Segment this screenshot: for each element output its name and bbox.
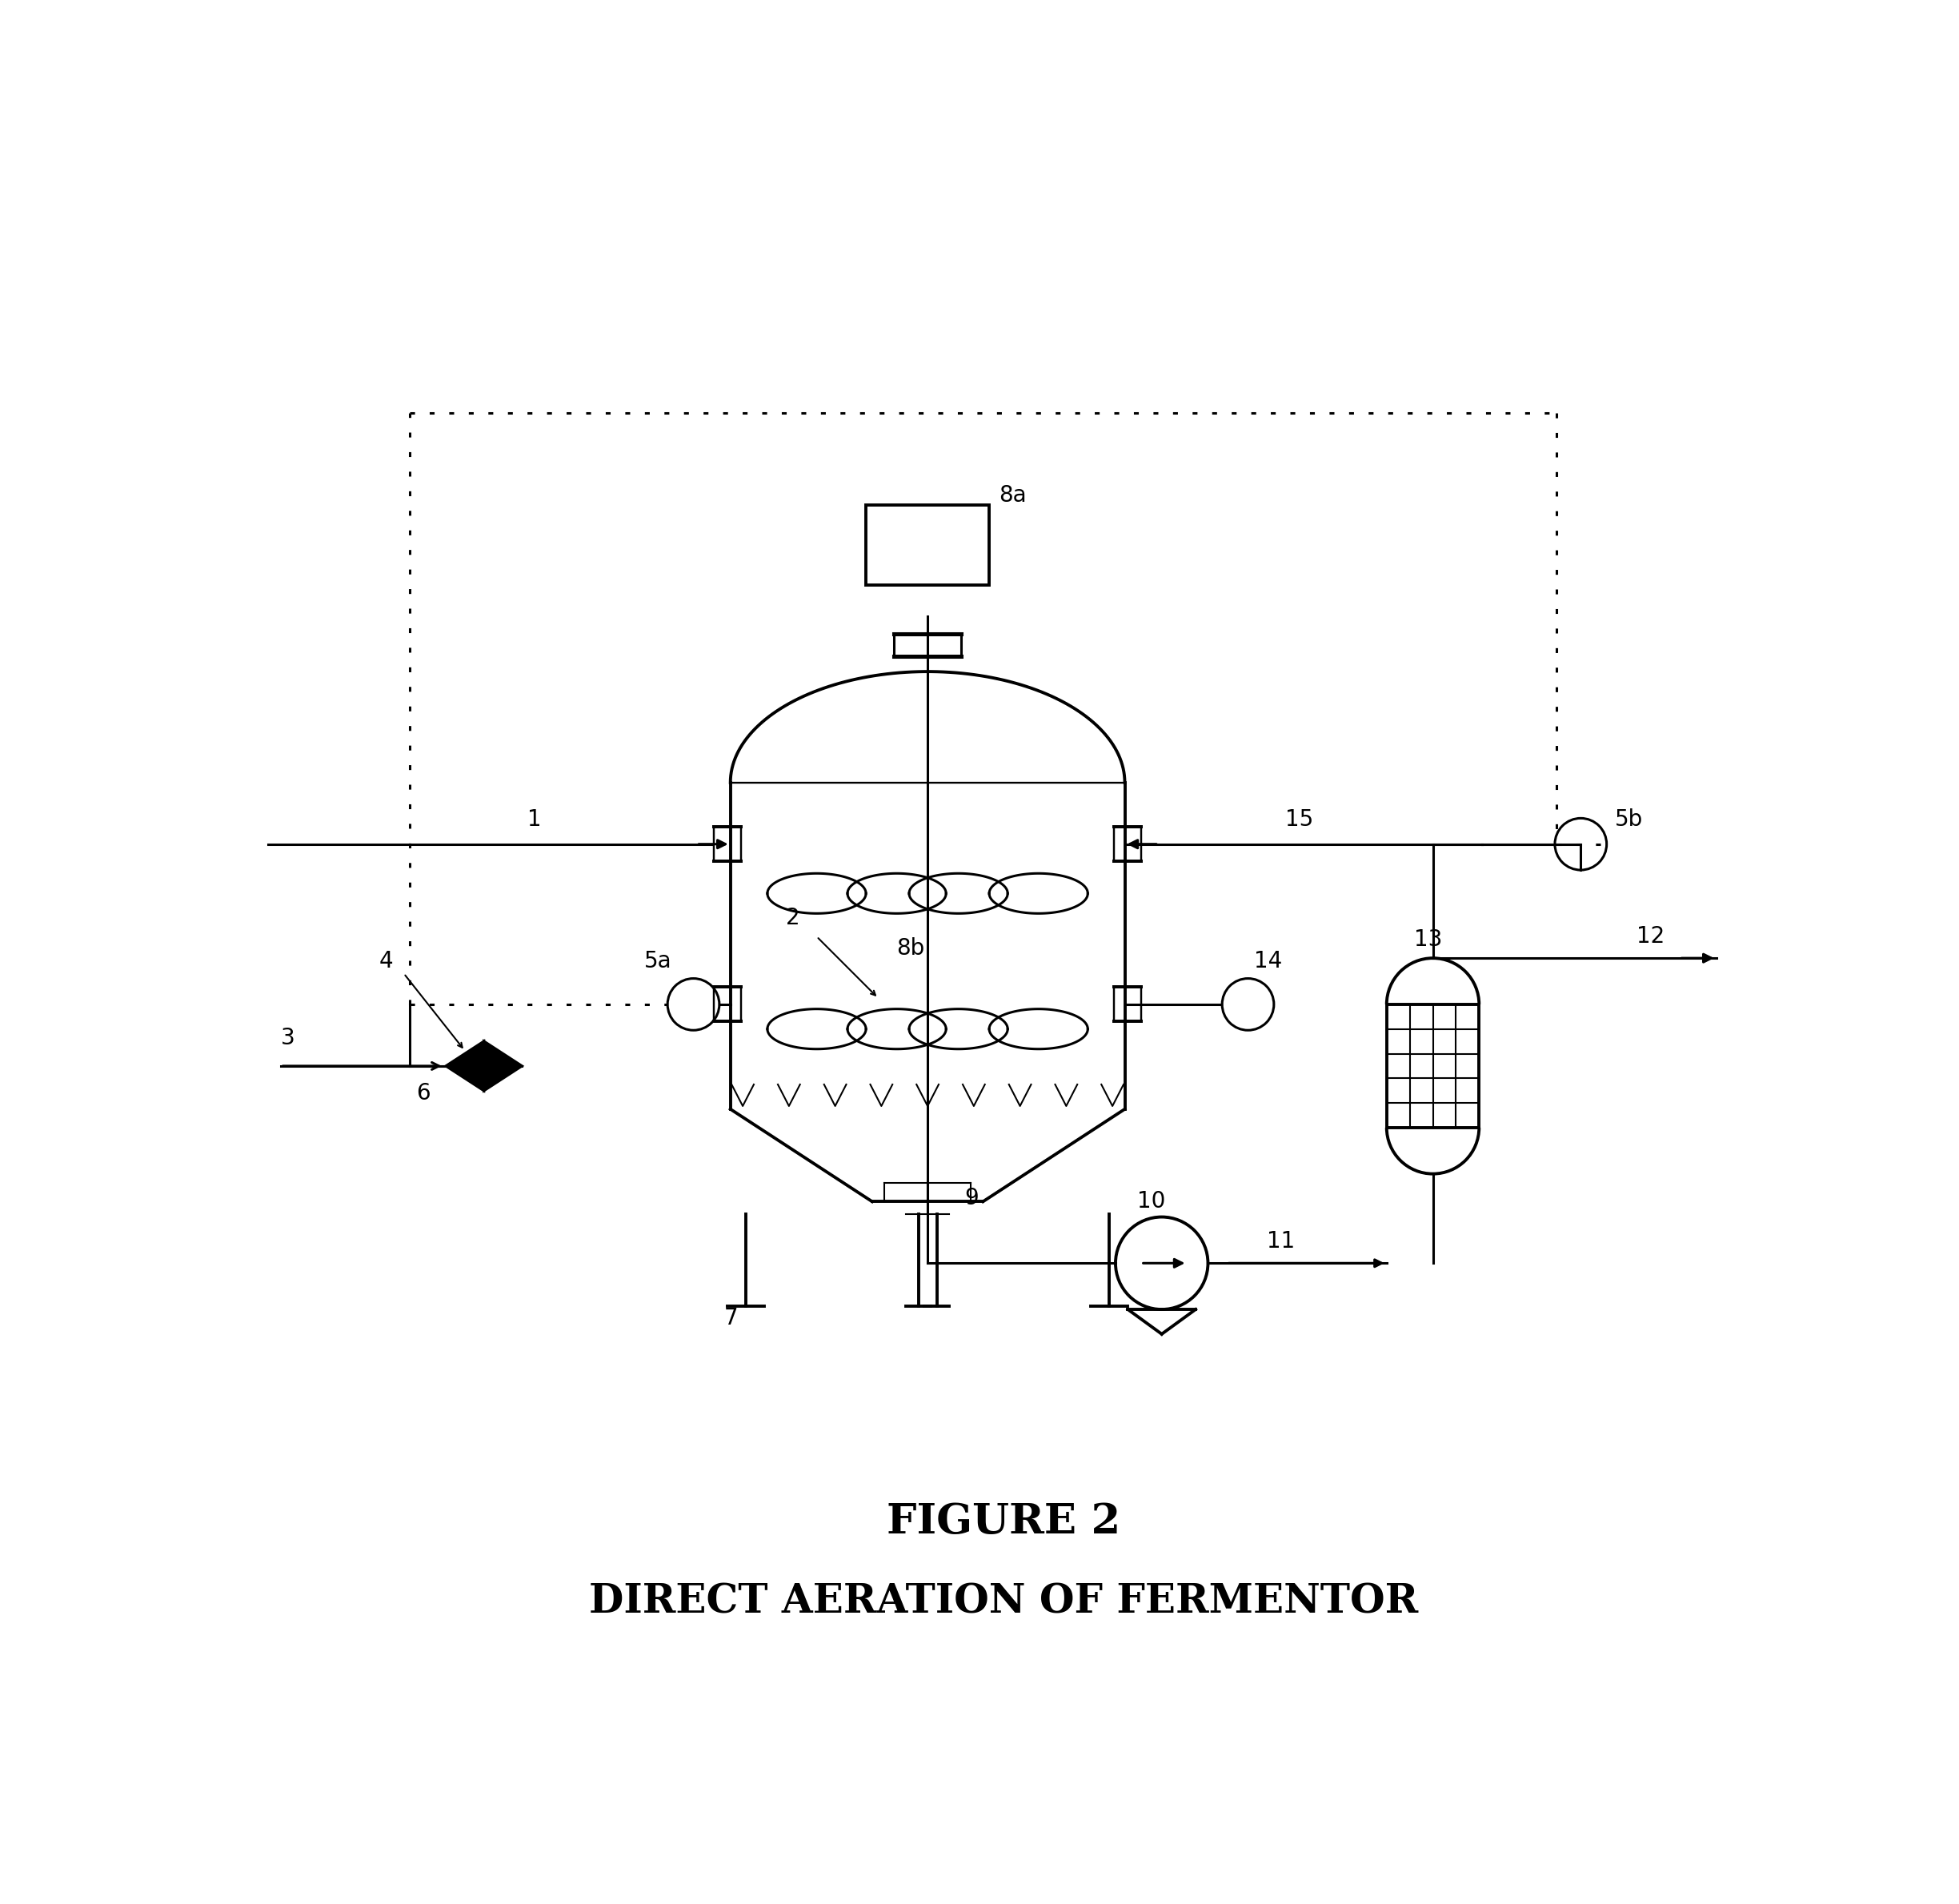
Text: 7: 7 (725, 1308, 739, 1329)
Circle shape (1115, 1217, 1209, 1310)
Text: 8b: 8b (897, 937, 925, 960)
Text: 9: 9 (964, 1186, 980, 1209)
Text: 4: 4 (380, 950, 394, 973)
Text: 1: 1 (527, 807, 541, 830)
Text: 5a: 5a (645, 950, 672, 973)
Polygon shape (484, 1041, 523, 1091)
Bar (1387, 1003, 1479, 1127)
Circle shape (1222, 979, 1273, 1030)
Polygon shape (447, 1041, 484, 1091)
Text: FIGURE 2: FIGURE 2 (887, 1502, 1121, 1542)
Text: DIRECT AERATION OF FERMENTOR: DIRECT AERATION OF FERMENTOR (590, 1582, 1418, 1622)
Text: 5b: 5b (1614, 807, 1644, 830)
Circle shape (668, 979, 719, 1030)
Text: 8a: 8a (999, 484, 1027, 506)
Text: 2: 2 (786, 906, 799, 929)
Text: 13: 13 (1414, 927, 1442, 950)
Circle shape (1555, 819, 1606, 870)
Text: 12: 12 (1636, 925, 1665, 948)
Text: 15: 15 (1285, 807, 1313, 830)
Text: 14: 14 (1254, 950, 1283, 973)
Text: 11: 11 (1266, 1230, 1295, 1253)
Text: 3: 3 (280, 1026, 294, 1049)
Text: 6: 6 (415, 1081, 431, 1104)
Bar (866, 505, 989, 585)
Text: 10: 10 (1136, 1190, 1166, 1213)
